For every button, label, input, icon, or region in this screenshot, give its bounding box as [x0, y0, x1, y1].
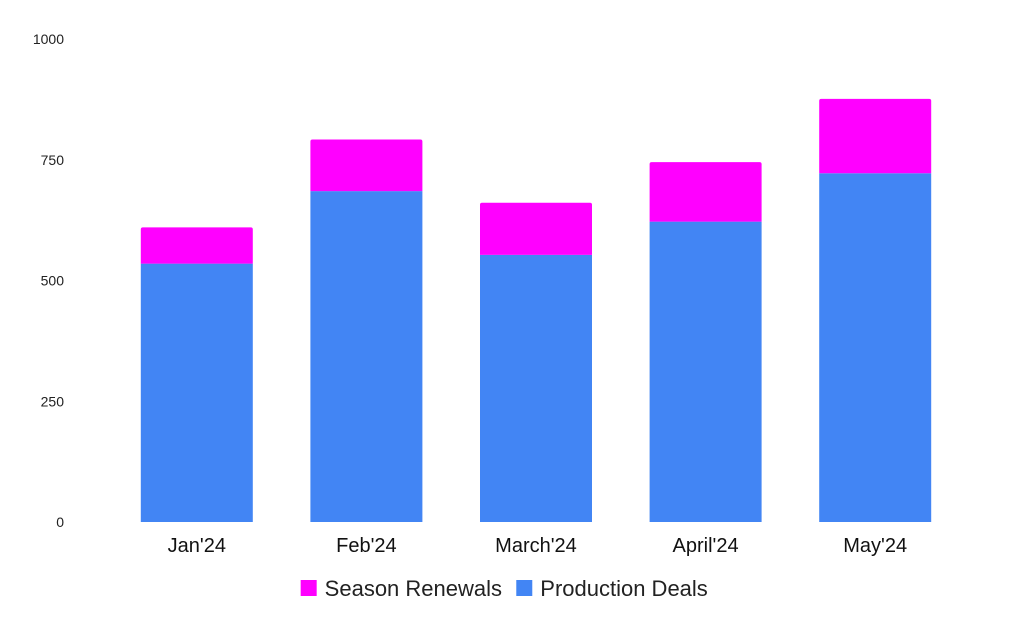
y-tick-label: 1000: [33, 31, 64, 47]
x-tick-label: April'24: [673, 535, 739, 557]
x-tick-label: May'24: [843, 535, 907, 557]
bar-production-deals: [480, 254, 592, 522]
x-tick-label: March'24: [495, 535, 577, 557]
y-tick-label: 250: [41, 393, 65, 409]
y-tick-label: 0: [56, 514, 64, 530]
legend-label: Production Deals: [540, 576, 708, 601]
bars: [140, 98, 932, 523]
bar-season-renewals: [480, 202, 592, 255]
bar-season-renewals: [140, 227, 253, 264]
legend-swatch: [516, 580, 533, 596]
y-tick-label: 500: [41, 273, 65, 289]
bar-season-renewals: [819, 98, 932, 174]
bar-production-deals: [310, 191, 423, 522]
y-tick-label: 750: [41, 152, 65, 168]
x-axis: Jan'24 Feb'24 March'24 April'24 May'24: [168, 535, 907, 557]
legend: Season Renewals Production Deals: [300, 576, 708, 601]
y-axis: 0 250 500 750 1000: [33, 31, 64, 530]
legend-swatch: [300, 580, 317, 596]
bar-production-deals: [819, 173, 932, 523]
x-tick-label: Feb'24: [336, 535, 397, 557]
x-tick-label: Jan'24: [168, 535, 226, 557]
bar-production-deals: [140, 263, 253, 522]
bar-production-deals: [649, 221, 762, 522]
bar-season-renewals: [649, 162, 762, 222]
bar-season-renewals: [310, 139, 423, 192]
legend-label: Season Renewals: [325, 576, 502, 601]
